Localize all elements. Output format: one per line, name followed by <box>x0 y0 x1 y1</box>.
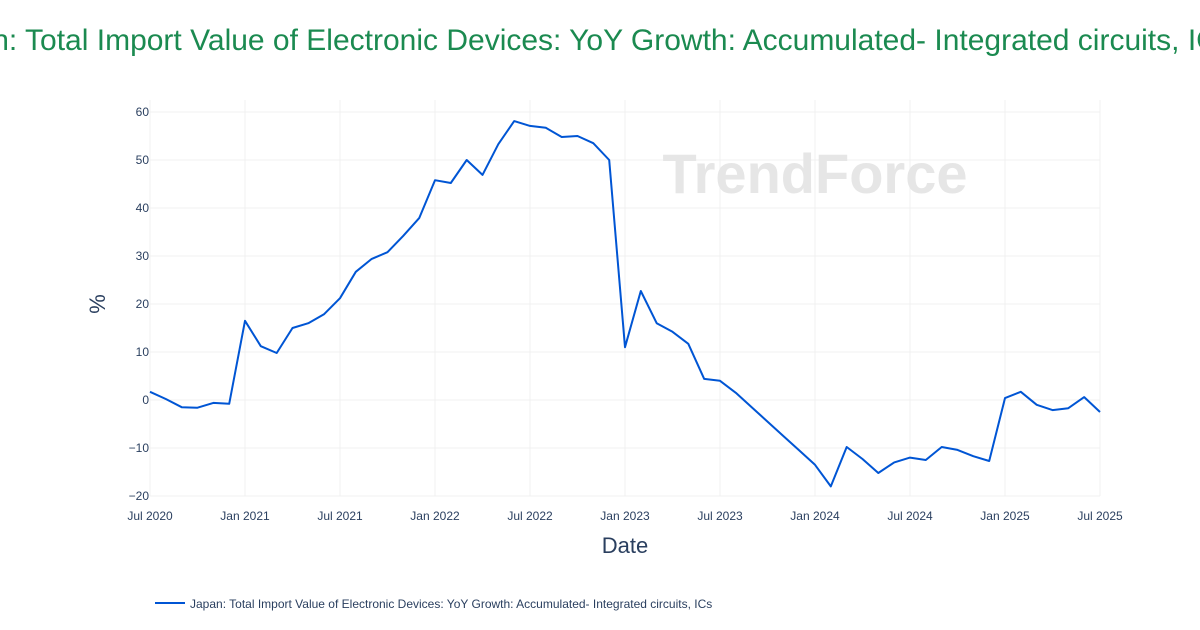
x-tick-label: Jul 2020 <box>127 509 173 523</box>
y-tick-label: 0 <box>142 393 149 407</box>
x-tick-label: Jul 2023 <box>697 509 743 523</box>
y-tick-label: 20 <box>136 297 150 311</box>
x-tick-label: Jul 2024 <box>887 509 933 523</box>
y-tick-label: 40 <box>136 201 150 215</box>
y-axis-ticks: 60 50 40 30 20 10 0 −10 −20 <box>129 105 150 503</box>
series-line <box>149 120 1101 488</box>
legend-label: Japan: Total Import Value of Electronic … <box>190 597 712 611</box>
x-tick-label: Jan 2022 <box>410 509 460 523</box>
y-tick-label: 10 <box>136 345 150 359</box>
y-tick-label: 30 <box>136 249 150 263</box>
y-tick-label: −10 <box>129 441 150 455</box>
grid <box>149 100 1101 497</box>
x-tick-label: Jul 2021 <box>317 509 363 523</box>
legend: Japan: Total Import Value of Electronic … <box>155 597 712 611</box>
x-axis-ticks: Jul 2020 Jan 2021 Jul 2021 Jan 2022 Jul 2022… <box>127 509 1123 523</box>
x-tick-label: Jan 2024 <box>790 509 840 523</box>
chart-title: Japan: Total Import Value of Electronic … <box>0 24 1200 57</box>
trendforce-watermark-logo: TrendForce <box>663 142 968 205</box>
x-tick-label: Jul 2022 <box>507 509 553 523</box>
y-tick-label: 50 <box>136 153 150 167</box>
x-tick-label: Jul 2025 <box>1077 509 1123 523</box>
x-axis-title: Date <box>602 533 648 558</box>
y-tick-label: −20 <box>129 489 150 503</box>
x-tick-label: Jan 2023 <box>600 509 650 523</box>
y-tick-label: 60 <box>136 105 150 119</box>
y-axis-title: % <box>85 294 110 314</box>
x-tick-label: Jan 2021 <box>220 509 270 523</box>
x-tick-label: Jan 2025 <box>980 509 1030 523</box>
